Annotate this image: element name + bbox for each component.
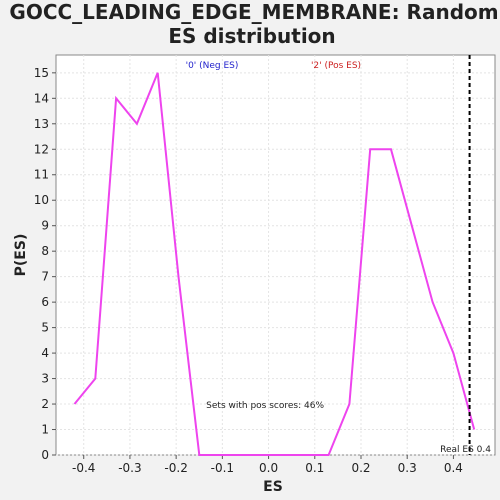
y-tick-label: 13 bbox=[34, 117, 49, 131]
plot-area bbox=[55, 54, 496, 456]
annotation-pos-scores: Sets with pos scores: 46% bbox=[206, 401, 324, 411]
x-tick-label: 0.4 bbox=[444, 461, 463, 475]
y-tick-label: 2 bbox=[41, 397, 49, 411]
x-axis-title: ES bbox=[263, 479, 283, 495]
real-es-label: Real ES 0.4 bbox=[440, 445, 491, 455]
y-axis-title: P(ES) bbox=[13, 234, 29, 277]
y-tick-label: 11 bbox=[34, 168, 49, 182]
y-tick-label: 0 bbox=[41, 448, 49, 462]
y-tick-label: 7 bbox=[41, 270, 49, 284]
series-layer bbox=[73, 55, 476, 456]
series-line bbox=[73, 72, 476, 456]
x-tick-label: 0.1 bbox=[305, 461, 324, 475]
y-tick-label: 6 bbox=[41, 295, 49, 309]
legend: '0' (Neg ES) '2' (Pos ES) bbox=[186, 61, 361, 71]
legend-entry-pos: '2' (Pos ES) bbox=[311, 61, 361, 71]
y-tick-label: 3 bbox=[41, 372, 49, 386]
y-tick-label: 5 bbox=[41, 321, 49, 335]
grid bbox=[56, 55, 495, 456]
x-tick-label: -0.4 bbox=[72, 461, 95, 475]
y-tick-label: 8 bbox=[41, 244, 49, 258]
x-tick-label: -0.2 bbox=[164, 461, 187, 475]
y-tick-label: 14 bbox=[34, 91, 49, 105]
chart-title-line1: GOCC_LEADING_EDGE_MEMBRANE: Random bbox=[9, 0, 498, 24]
x-tick-label: -0.3 bbox=[118, 461, 141, 475]
y-tick-label: 9 bbox=[41, 219, 49, 233]
y-tick-label: 12 bbox=[34, 142, 49, 156]
y-tick-label: 10 bbox=[34, 193, 49, 207]
x-tick-label: 0.2 bbox=[351, 461, 370, 475]
y-tick-label: 15 bbox=[34, 66, 49, 80]
x-tick-label: 0.0 bbox=[259, 461, 278, 475]
chart-title-line2: ES distribution bbox=[168, 24, 335, 48]
x-tick-label: 0.3 bbox=[398, 461, 417, 475]
y-tick-label: 1 bbox=[41, 423, 49, 437]
legend-entry-neg: '0' (Neg ES) bbox=[186, 61, 239, 71]
x-tick-label: -0.1 bbox=[211, 461, 234, 475]
y-tick-label: 4 bbox=[41, 346, 49, 360]
